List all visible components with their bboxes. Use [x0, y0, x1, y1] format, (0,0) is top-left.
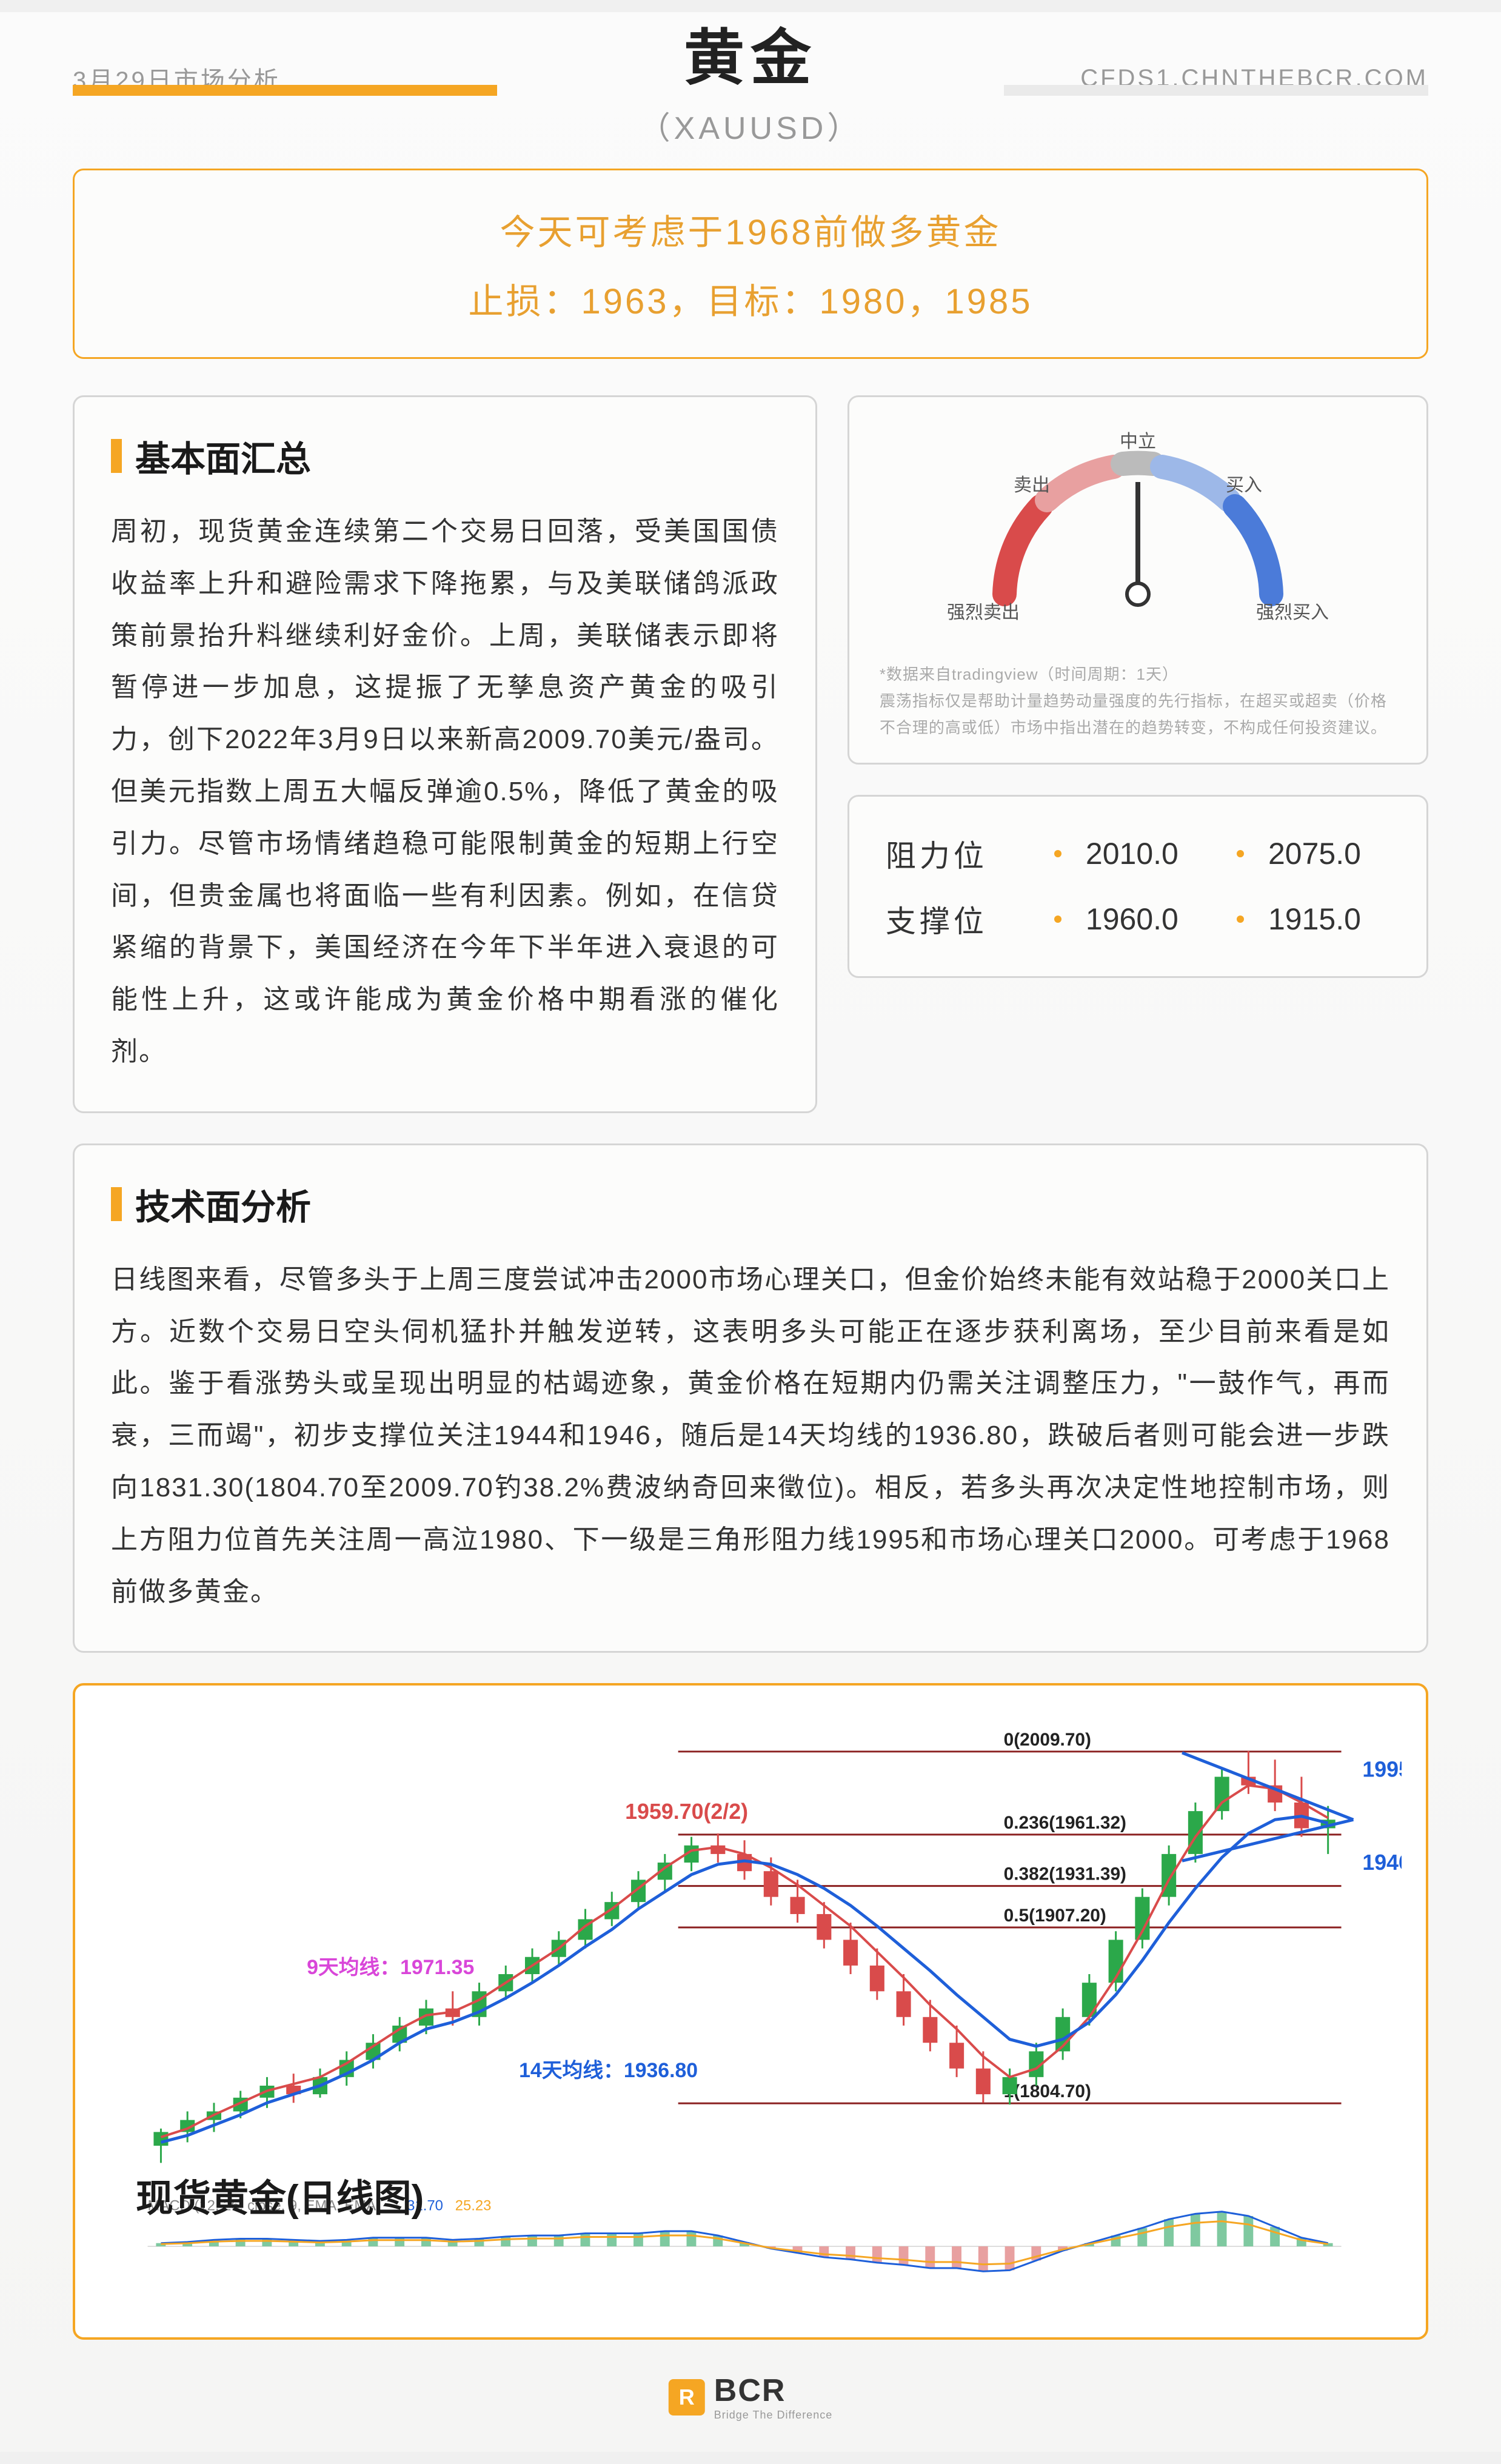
gauge-disclaimer: 震荡指标仅是帮助计量趋势动量强度的先行指标，在超买或超卖（价格不合理的高或低）市… — [880, 688, 1396, 741]
footer-brand: BCR — [714, 2372, 832, 2409]
gauge-wrap: 强烈卖出 卖出 中立 买入 强烈买入 — [880, 424, 1396, 643]
svg-text:1959.70(2/2): 1959.70(2/2) — [625, 1799, 748, 1824]
footer: R BCR Bridge The Difference — [669, 2372, 832, 2422]
svg-text:0.236(1961.32): 0.236(1961.32) — [1004, 1813, 1126, 1833]
support-row: 支撑位 1960.0 1915.0 — [886, 886, 1390, 952]
svg-text:1995: 1995 — [1362, 1758, 1402, 1782]
svg-text:1946: 1946 — [1362, 1850, 1402, 1875]
resistance-row: 阻力位 2010.0 2075.0 — [886, 821, 1390, 886]
resistance-label: 阻力位 — [886, 832, 1025, 875]
gauge-source: *数据来自tradingview（时间周期：1天） — [880, 661, 1396, 688]
right-column: 强烈卖出 卖出 中立 买入 强烈买入 *数据来自tradingview（时间周期… — [847, 395, 1428, 1113]
header: 3月29日市场分析 黄金 （XAUUSD） CFDS1.CHNTHEBCR.CO… — [73, 61, 1428, 96]
svg-text:强烈买入: 强烈买入 — [1256, 603, 1329, 623]
svg-text:25.23: 25.23 — [455, 2198, 492, 2214]
svg-text:买入: 买入 — [1226, 475, 1262, 495]
resistance-value-2: 2075.0 — [1208, 836, 1390, 871]
technical-text: 日线图来看，尽管多头于上周三度尝试冲击2000市场心理关口，但金价始终未能有效站… — [111, 1254, 1390, 1618]
header-grey-bar — [1004, 85, 1428, 96]
title-accent-bar — [111, 1187, 122, 1221]
fundamental-text: 周初，现货黄金连续第二个交易日回落，受美国国债收益率上升和避险需求下降拖累，与及… — [111, 506, 779, 1078]
strategy-box: 今天可考虑于1968前做多黄金 止损：1963，目标：1980，1985 — [73, 169, 1428, 359]
title-accent-bar — [111, 439, 122, 473]
main-row: 基本面汇总 周初，现货黄金连续第二个交易日回落，受美国国债收益率上升和避险需求下… — [73, 395, 1428, 1113]
svg-text:卖出: 卖出 — [1014, 475, 1050, 495]
strategy-entry: 今天可考虑于1968前做多黄金 — [99, 204, 1402, 255]
support-label: 支撑位 — [886, 897, 1025, 941]
svg-text:强烈卖出: 强烈卖出 — [947, 603, 1020, 623]
fundamental-title: 基本面汇总 — [111, 430, 779, 481]
page-container: 3月29日市场分析 黄金 （XAUUSD） CFDS1.CHNTHEBCR.CO… — [0, 12, 1501, 2452]
sentiment-gauge: 强烈卖出 卖出 中立 买入 强烈买入 — [926, 424, 1350, 643]
support-value-1: 1960.0 — [1025, 902, 1208, 937]
level-dot — [1237, 916, 1244, 923]
chart-card: 0(2009.70) 0.236(1961.32) 0.382(1931.39) 0.… — [73, 1683, 1428, 2339]
header-title-block: 黄金 （XAUUSD） — [639, 8, 863, 148]
technical-title: 技术面分析 — [111, 1179, 1390, 1230]
instrument-symbol: （XAUUSD） — [639, 102, 863, 148]
instrument-title: 黄金 — [639, 8, 863, 96]
footer-tagline: Bridge The Difference — [714, 2409, 832, 2422]
svg-text:9天均线：1971.35: 9天均线：1971.35 — [307, 1956, 474, 1979]
level-dot — [1054, 850, 1061, 857]
footer-brand-block: BCR Bridge The Difference — [714, 2372, 832, 2422]
footer-logo-icon: R — [669, 2379, 705, 2415]
svg-text:中立: 中立 — [1120, 432, 1156, 452]
sentiment-gauge-card: 强烈卖出 卖出 中立 买入 强烈买入 *数据来自tradingview（时间周期… — [847, 395, 1428, 765]
chart-title: 现货黄金(日线图) — [136, 2168, 424, 2222]
technical-title-text: 技术面分析 — [135, 1179, 311, 1230]
fundamental-title-text: 基本面汇总 — [135, 430, 311, 481]
technical-card: 技术面分析 日线图来看，尽管多头于上周三度尝试冲击2000市场心理关口，但金价始… — [73, 1143, 1428, 1653]
candlestick-chart: 0(2009.70) 0.236(1961.32) 0.382(1931.39) 0.… — [99, 1710, 1402, 2312]
svg-text:14天均线：1936.80: 14天均线：1936.80 — [519, 2059, 698, 2082]
support-value-2: 1915.0 — [1208, 902, 1390, 937]
svg-text:0.382(1931.39): 0.382(1931.39) — [1004, 1864, 1126, 1884]
svg-text:0.5(1907.20): 0.5(1907.20) — [1004, 1906, 1106, 1926]
level-dot — [1237, 850, 1244, 857]
strategy-stoploss-target: 止损：1963，目标：1980，1985 — [99, 273, 1402, 324]
svg-text:0(2009.70): 0(2009.70) — [1004, 1730, 1091, 1750]
fundamental-card: 基本面汇总 周初，现货黄金连续第二个交易日回落，受美国国债收益率上升和避险需求下… — [73, 395, 817, 1113]
header-accent-bar — [73, 85, 497, 96]
resistance-value-1: 2010.0 — [1025, 836, 1208, 871]
levels-card: 阻力位 2010.0 2075.0 支撑位 1960.0 1915.0 — [847, 795, 1428, 978]
level-dot — [1054, 916, 1061, 923]
